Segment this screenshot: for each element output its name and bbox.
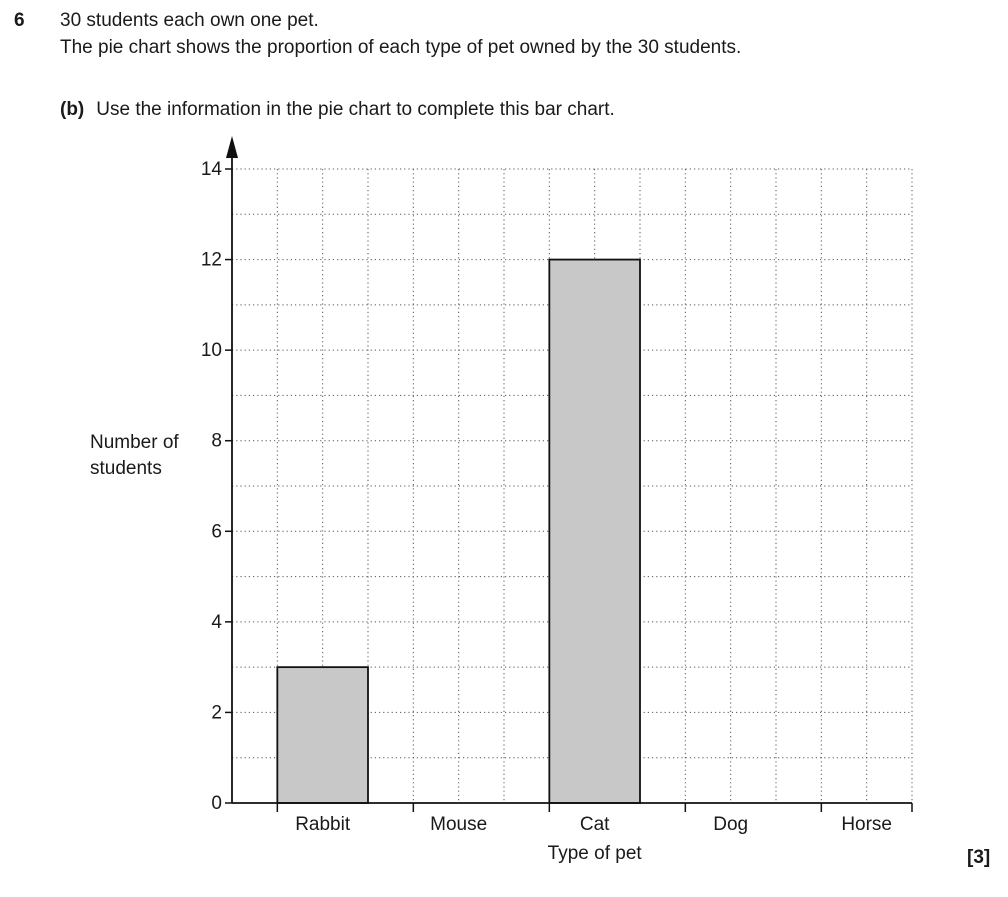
part-label: (b) [60,99,85,120]
chart-bars [276,258,641,804]
y-tick-label: 14 [201,159,223,180]
y-tick-label: 12 [201,250,222,271]
y-tick-label: 0 [211,793,222,814]
y-axis-title: students [90,458,162,479]
question-stem-line1: 30 students each own one pet. [60,10,319,31]
marks-label: [3] [967,847,991,868]
bar-cat [548,258,641,804]
x-tick-label: Mouse [430,814,487,835]
chart-labels: 0 2 4 6 8 10 12 14 Rabbit Mouse Cat Dog Horse Type of… [90,159,892,864]
y-axis-arrow [226,136,238,158]
y-tick-label: 4 [211,612,222,633]
y-tick-label: 2 [211,702,222,723]
x-axis-title: Type of pet [548,843,643,864]
x-tick-label: Horse [841,814,892,835]
y-tick-label: 8 [211,431,222,452]
x-tick-label: Dog [713,814,748,835]
part-b-prompt: (b) Use the information in the pie chart … [60,99,615,121]
bar-rabbit [276,666,369,804]
chart-axes [225,136,913,812]
part-text: Use the information in the pie chart to … [96,99,615,120]
y-tick-label: 10 [201,340,222,361]
x-tick-label: Cat [580,814,610,835]
x-tick-label: Rabbit [295,814,351,835]
question-number: 6 [14,10,25,31]
question-stem-line2: The pie chart shows the proportion of ea… [60,37,742,58]
y-tick-label: 6 [211,521,222,542]
y-axis-title: Number of [90,432,179,453]
